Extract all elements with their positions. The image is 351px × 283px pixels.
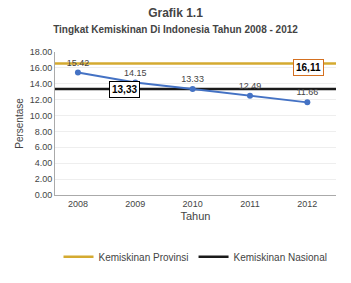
svg-text:14.00: 14.00 — [30, 79, 53, 89]
svg-text:Kemiskinan Nasional: Kemiskinan Nasional — [234, 252, 327, 263]
svg-text:2009: 2009 — [125, 199, 145, 209]
svg-text:2010: 2010 — [183, 199, 203, 209]
svg-text:12.49: 12.49 — [239, 81, 262, 91]
svg-text:12.00: 12.00 — [30, 95, 53, 105]
svg-text:14.15: 14.15 — [124, 68, 147, 78]
svg-text:0.00: 0.00 — [35, 190, 53, 200]
svg-text:10.00: 10.00 — [30, 111, 53, 121]
svg-text:16.00: 16.00 — [30, 63, 53, 73]
svg-text:15.42: 15.42 — [67, 58, 90, 68]
svg-text:11.66: 11.66 — [296, 87, 318, 97]
svg-text:Grafik 1.1Tingkat Kemiskinan D: Grafik 1.1Tingkat Kemiskinan Di Indonesi… — [53, 6, 298, 35]
svg-text:16,11: 16,11 — [296, 62, 321, 73]
svg-text:2.00: 2.00 — [35, 174, 53, 184]
svg-text:18.00: 18.00 — [30, 47, 53, 57]
svg-text:Kemiskinan Provinsi: Kemiskinan Provinsi — [99, 252, 189, 263]
svg-text:2008: 2008 — [68, 199, 88, 209]
svg-text:2011: 2011 — [240, 199, 259, 209]
svg-text:6.00: 6.00 — [35, 142, 53, 152]
svg-text:Tahun: Tahun — [181, 210, 211, 222]
svg-text:8.00: 8.00 — [35, 127, 53, 137]
svg-text:13.33: 13.33 — [181, 74, 204, 84]
svg-text:4.00: 4.00 — [35, 158, 53, 168]
svg-text:2012: 2012 — [297, 199, 317, 209]
svg-text:Persentase: Persentase — [14, 98, 25, 149]
svg-text:13,33: 13,33 — [112, 84, 137, 95]
